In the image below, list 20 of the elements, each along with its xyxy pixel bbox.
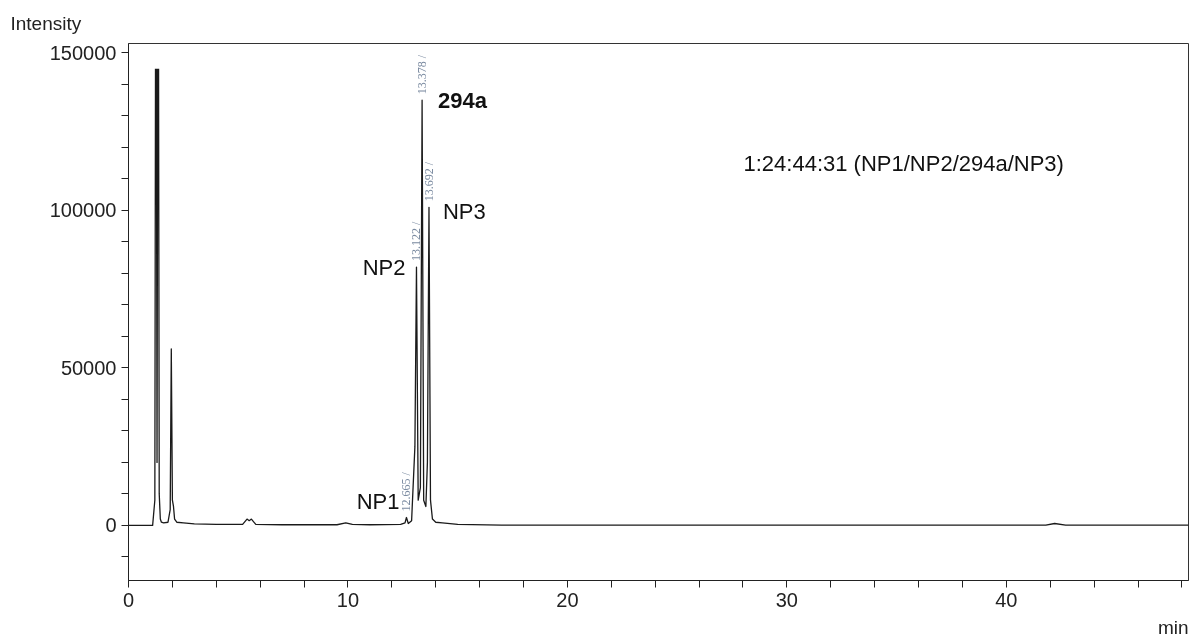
x-tick-label: 0 (122, 588, 135, 611)
x-tick-label: 20 (556, 588, 579, 611)
y-tick-label: 50000 (60, 356, 117, 379)
y-tick-label: 100000 (49, 199, 117, 222)
annotation: 294a (438, 87, 488, 113)
annotation: 1:24:44:31 (NP1/NP2/294a/NP3) (743, 151, 1064, 176)
y-tick-label: 0 (105, 514, 117, 537)
y-axis-title: Intensity (10, 12, 82, 34)
annotation: 12.665 / (399, 471, 414, 512)
x-tick-label: 40 (995, 588, 1018, 611)
x-tick-label: 30 (775, 588, 799, 611)
x-tick-label: 10 (336, 588, 360, 611)
annotation: NP1 (356, 488, 400, 514)
annotation: NP3 (442, 198, 486, 224)
annotation: 13.692 / (421, 161, 436, 202)
annotation: 13.378 / (415, 54, 430, 95)
x-axis-title: min (1157, 616, 1189, 638)
annotation: 13.122 / (409, 221, 424, 262)
y-tick-label: 150000 (49, 41, 117, 64)
annotation: NP2 (362, 254, 406, 280)
